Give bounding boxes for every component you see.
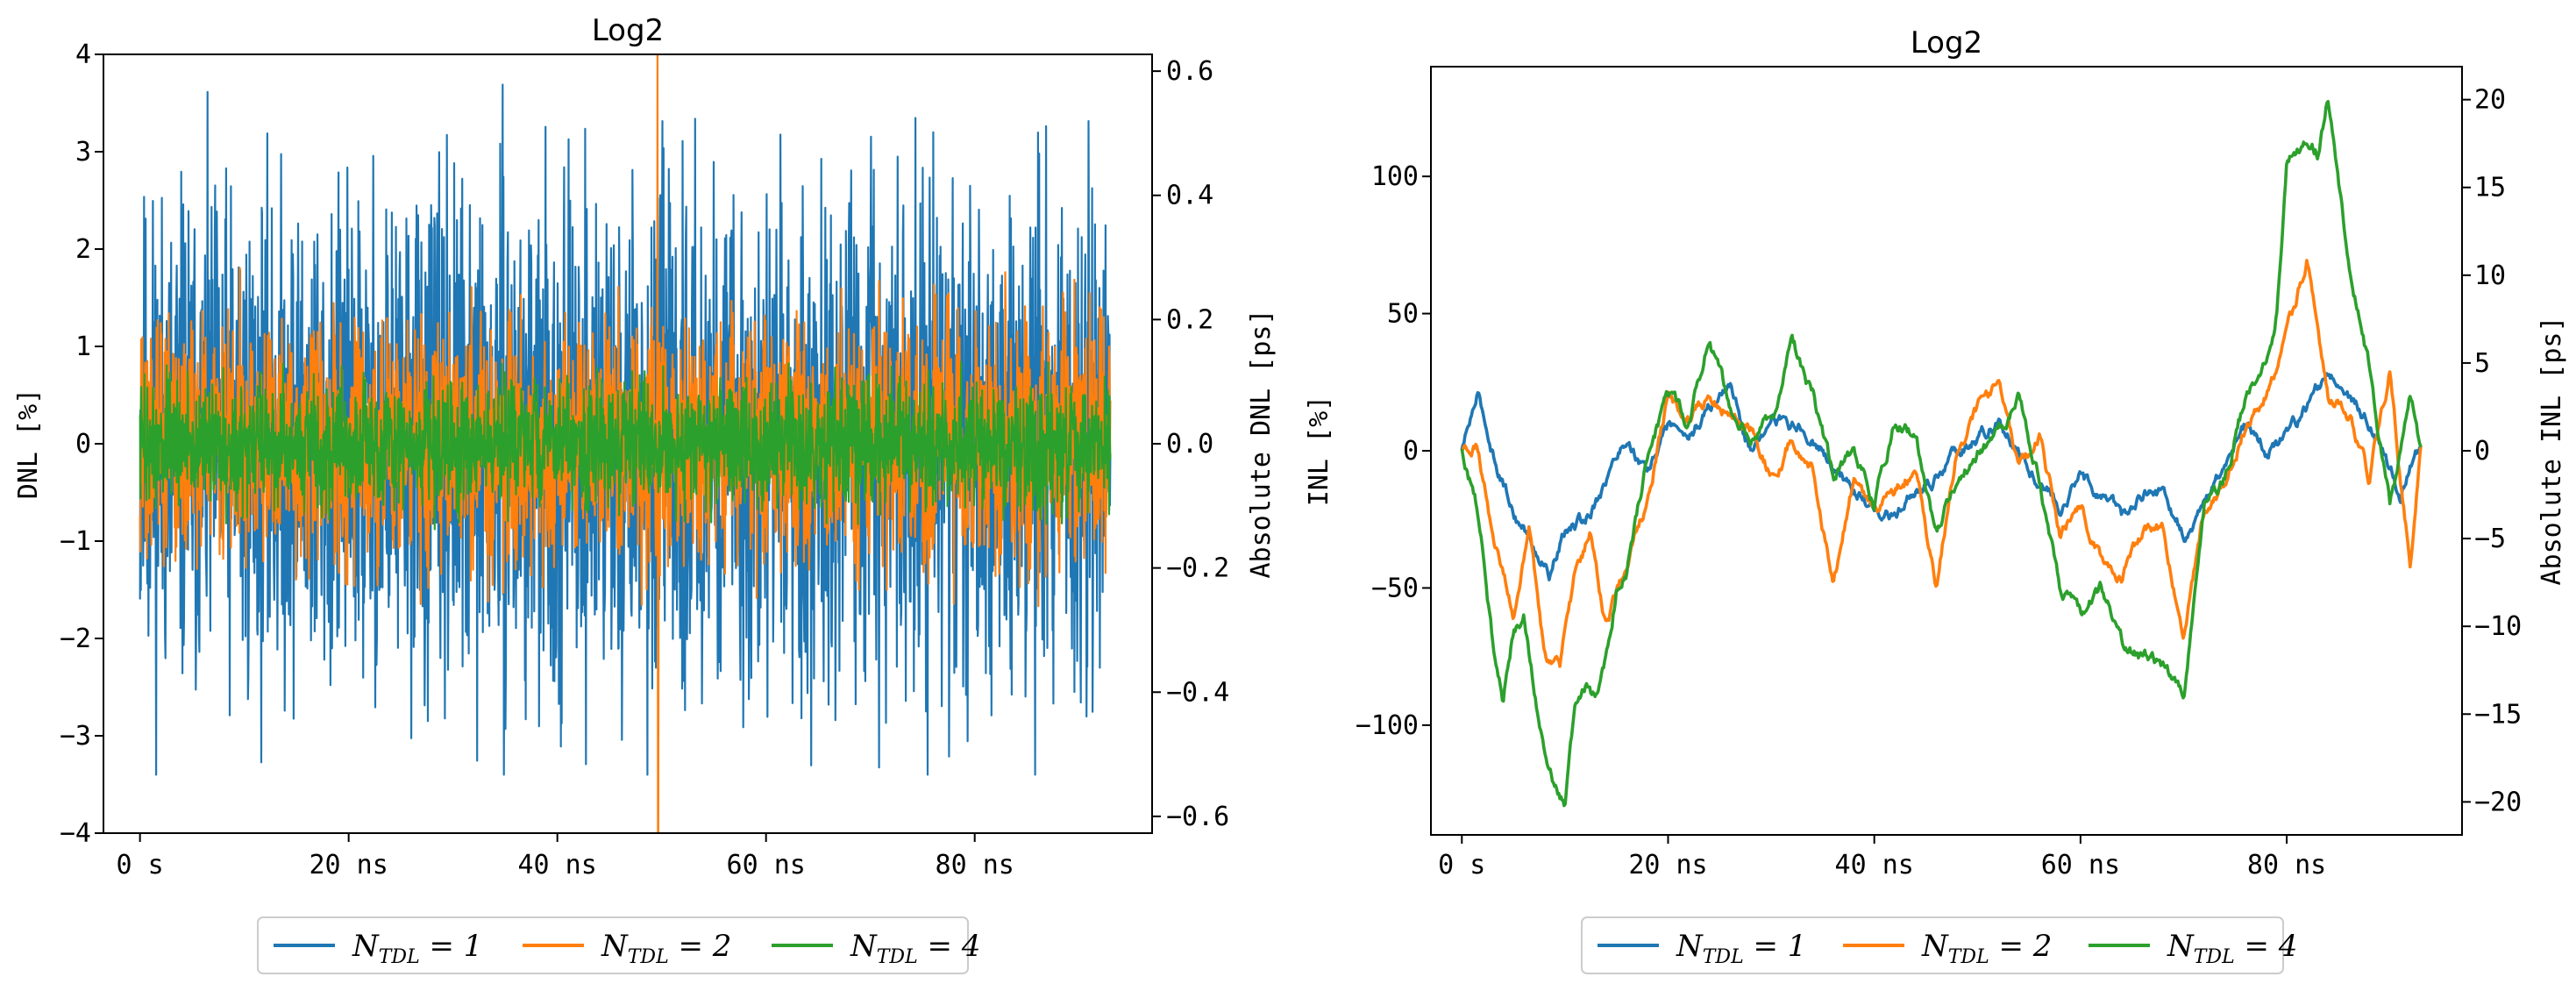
dnl-x-tick-label: 80 ns — [936, 850, 1014, 880]
inl-right-y-tick-label: 5 — [2474, 348, 2490, 379]
inl-right-y-tick-label: −5 — [2474, 524, 2506, 554]
dnl-legend-label-sub: TDL — [877, 946, 918, 968]
dnl-right-y-tick-label: 0.2 — [1166, 304, 1213, 335]
inl-legend-label-sub: TDL — [2194, 946, 2235, 968]
inl-right-y-tick-label: −20 — [2474, 787, 2522, 817]
inl-chart-title: Log2 — [1911, 25, 1982, 61]
dnl-y-tick-label: −1 — [60, 526, 91, 557]
inl-legend-label-rest: = 1 — [1744, 929, 1807, 964]
dnl-series-2-line — [139, 54, 1112, 833]
dnl-x-tick-label: 20 ns — [310, 850, 388, 880]
dnl-legend-label-1: NTDL = 1 — [352, 929, 482, 968]
inl-plot-area — [1460, 100, 2423, 808]
inl-series-2-line — [1461, 259, 2423, 668]
dnl-y-tick-label: −4 — [60, 818, 91, 849]
inl-legend-label-2: NTDL = 2 — [1921, 929, 2052, 968]
dnl-y-tick-label: −3 — [60, 721, 91, 752]
dnl-plot-area — [139, 54, 1112, 833]
inl-legend-label-main: N — [1676, 929, 1704, 964]
dnl-right-y-tick-label: 0.4 — [1166, 181, 1213, 211]
dnl-y-tick-label: 0 — [75, 429, 91, 460]
dnl-x-tick-label: 40 ns — [518, 850, 597, 880]
inl-x-tick-label: 80 ns — [2247, 850, 2326, 880]
dnl-series-3-line — [139, 360, 1112, 531]
inl-legend-label-rest: = 2 — [1989, 929, 2053, 964]
inl-series-1-line — [1460, 372, 2422, 581]
inl-right-y-tick-label: −10 — [2474, 611, 2522, 642]
dnl-right-y-tick-label: 0.6 — [1166, 56, 1213, 87]
inl-legend-label-sub: TDL — [1703, 946, 1744, 968]
inl-legend-box — [1581, 916, 2284, 974]
inl-x-tick-label: 40 ns — [1835, 850, 1914, 880]
inl-y-tick-label: 100 — [1371, 161, 1419, 192]
inl-right-y-tick-label: 0 — [2474, 436, 2490, 467]
dnl-right-y-tick-label: 0.0 — [1166, 429, 1213, 460]
dnl-y-tick-label: 4 — [75, 39, 91, 70]
dnl-x-tick-label: 60 ns — [727, 850, 806, 880]
dnl-y-tick-label: 2 — [75, 234, 91, 265]
dnl-y-tick-label: −2 — [60, 624, 91, 654]
dnl-legend-label-main: N — [601, 929, 629, 964]
dnl-legend-label-2: NTDL = 2 — [601, 929, 731, 968]
dnl-legend-box — [257, 916, 969, 974]
dnl-right-y-tick-label: −0.6 — [1166, 802, 1229, 832]
inl-y-tick-label: 0 — [1403, 436, 1419, 467]
inl-chart: Log2 0 s 20 ns 40 ns 60 ns 80 ns −100−500501… — [1304, 25, 2567, 974]
dnl-y-tick-label: 1 — [75, 332, 91, 362]
dnl-legend-label-main: N — [352, 929, 380, 964]
dnl-y-tick-label: 3 — [75, 137, 91, 168]
dnl-y-axis-label: DNL [%] — [13, 389, 44, 499]
inl-y-tick-label: −100 — [1356, 710, 1419, 741]
dnl-x-tick-label: 0 s — [117, 850, 164, 880]
inl-legend: NTDL = 1 NTDL = 2 NTDL = 4 — [1581, 916, 2297, 974]
inl-right-y-axis-label: Absolute INL [ps] — [2537, 316, 2567, 585]
inl-y-tick-label: −50 — [1371, 573, 1419, 603]
dnl-legend: NTDL = 1 NTDL = 2 NTDL = 4 — [257, 916, 980, 974]
inl-legend-label-3: NTDL = 4 — [2167, 929, 2297, 968]
inl-right-y-tick-label: 10 — [2474, 260, 2506, 291]
dnl-legend-label-sub: TDL — [379, 946, 420, 968]
inl-legend-label-sub: TDL — [1948, 946, 1989, 968]
inl-legend-label-1: NTDL = 1 — [1676, 929, 1806, 968]
inl-x-tick-label: 60 ns — [2041, 850, 2120, 880]
dnl-chart-title: Log2 — [592, 13, 664, 48]
dnl-right-y-axis-label: Absolute DNL [ps] — [1246, 309, 1277, 578]
dnl-legend-label-rest: = 4 — [918, 929, 981, 964]
dnl-legend-label-main: N — [850, 929, 878, 964]
inl-series-3-line — [1460, 100, 2423, 808]
dnl-legend-label-sub: TDL — [628, 946, 669, 968]
inl-legend-label-main: N — [2167, 929, 2195, 964]
inl-right-y-tick-label: 20 — [2474, 85, 2506, 116]
inl-x-tick-label: 0 s — [1438, 850, 1485, 880]
inl-right-y-tick-label: −15 — [2474, 699, 2522, 730]
inl-x-tick-label: 20 ns — [1628, 850, 1707, 880]
dnl-right-y-tick-label: −0.4 — [1166, 677, 1229, 708]
inl-y-tick-label: 50 — [1387, 299, 1419, 330]
dnl-right-y-tick-label: −0.2 — [1166, 553, 1229, 584]
inl-right-y-tick-label: 15 — [2474, 173, 2506, 203]
dnl-chart: Log2 0 s 20 ns 40 ns 60 ns 80 ns −4 −3 −2 −1 0 1 2… — [13, 13, 1277, 974]
dnl-legend-label-3: NTDL = 4 — [850, 929, 980, 968]
dnl-legend-label-rest: = 1 — [420, 929, 483, 964]
dnl-legend-label-rest: = 2 — [669, 929, 732, 964]
inl-y-axis-label: INL [%] — [1304, 396, 1334, 506]
inl-legend-label-main: N — [1921, 929, 1949, 964]
inl-legend-label-rest: = 4 — [2235, 929, 2298, 964]
